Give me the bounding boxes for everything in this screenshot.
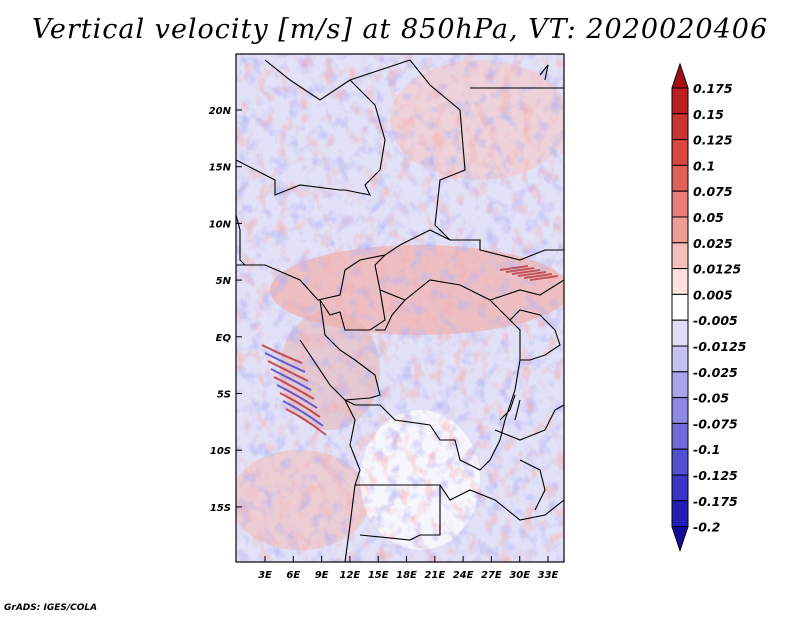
colorbar-segment bbox=[671, 216, 689, 244]
colorbar-segment bbox=[671, 139, 689, 166]
colorbar-label: 0.075 bbox=[693, 184, 733, 199]
colorbar-segment bbox=[671, 319, 689, 347]
colorbar-label: 0.1 bbox=[693, 158, 715, 173]
colorbar-label: -0.125 bbox=[693, 468, 738, 483]
colorbar-label: 0.125 bbox=[693, 133, 733, 148]
colorbar-label: -0.075 bbox=[693, 416, 738, 431]
colorbar-label: -0.025 bbox=[693, 365, 738, 380]
lon-label: 15E bbox=[368, 570, 389, 581]
colorbar-label: -0.0125 bbox=[693, 339, 747, 354]
colorbar-segment bbox=[671, 500, 689, 528]
colorbar-segment bbox=[671, 371, 689, 399]
lat-label: 10S bbox=[210, 446, 231, 457]
map-frame bbox=[235, 53, 565, 563]
colorbar-label: 0.05 bbox=[693, 210, 724, 225]
colorbar-label: -0.005 bbox=[693, 313, 738, 328]
lon-label: 3E bbox=[258, 570, 272, 581]
lon-label: 24E bbox=[453, 570, 474, 581]
colorbar-label: 0.025 bbox=[693, 236, 733, 251]
colorbar-segment bbox=[671, 113, 689, 141]
lat-label: 20N bbox=[209, 106, 232, 117]
lat-label: 5N bbox=[216, 276, 232, 287]
colorbar-label: -0.2 bbox=[693, 520, 720, 535]
colorbar-label: -0.05 bbox=[693, 391, 729, 406]
colorbar-top-arrow bbox=[671, 62, 689, 89]
colorbar-bottom-arrow bbox=[671, 526, 689, 553]
colorbar-segment bbox=[671, 242, 689, 270]
colorbar-label: -0.1 bbox=[693, 442, 720, 457]
colorbar-segment bbox=[671, 345, 689, 373]
lat-label: 10N bbox=[209, 219, 232, 230]
colorbar-segment bbox=[671, 293, 689, 321]
lon-label: 12E bbox=[340, 570, 361, 581]
longitude-axis: 3E 6E 9E 12E 15E 18E 21E 24E 27E 30E 33E bbox=[258, 556, 559, 581]
lon-label: 33E bbox=[538, 570, 559, 581]
lon-label: 30E bbox=[509, 570, 530, 581]
lon-label: 27E bbox=[481, 570, 502, 581]
colorbar-segment bbox=[671, 164, 689, 192]
lon-label: 9E bbox=[315, 570, 329, 581]
colorbar-label: 0.0125 bbox=[693, 262, 742, 277]
colorbar-label: 0.005 bbox=[693, 287, 733, 302]
lat-label: 15N bbox=[209, 163, 232, 174]
colorbar-segment bbox=[671, 448, 689, 476]
colorbar-segment bbox=[671, 422, 689, 450]
lat-label: 5S bbox=[217, 390, 231, 401]
colorbar-label: -0.175 bbox=[693, 494, 738, 509]
colorbar-label: 0.15 bbox=[693, 107, 724, 122]
lat-label: EQ bbox=[216, 333, 232, 344]
colorbar-segment bbox=[671, 474, 689, 502]
latitude-axis: 20N 15N 10N 5N EQ 5S 10S 15S bbox=[209, 106, 242, 514]
colorbar-segment bbox=[671, 397, 689, 424]
lon-label: 6E bbox=[286, 570, 300, 581]
colorbar-label: 0.175 bbox=[693, 81, 733, 96]
lon-label: 21E bbox=[424, 570, 445, 581]
colorbar-segment bbox=[671, 87, 689, 115]
grads-credit: GrADS: IGES/COLA bbox=[4, 603, 98, 613]
lon-label: 18E bbox=[396, 570, 417, 581]
colorbar: 0.175 0.15 0.125 0.1 0.075 0.05 0.025 0.0125 0.0… bbox=[671, 62, 747, 553]
lat-label: 15S bbox=[210, 503, 231, 514]
chart-title: Vertical velocity [m/s] at 850hPa, VT: 2… bbox=[31, 14, 769, 45]
colorbar-segment bbox=[671, 268, 689, 295]
colorbar-segment bbox=[671, 190, 689, 218]
map-area bbox=[236, 54, 564, 562]
